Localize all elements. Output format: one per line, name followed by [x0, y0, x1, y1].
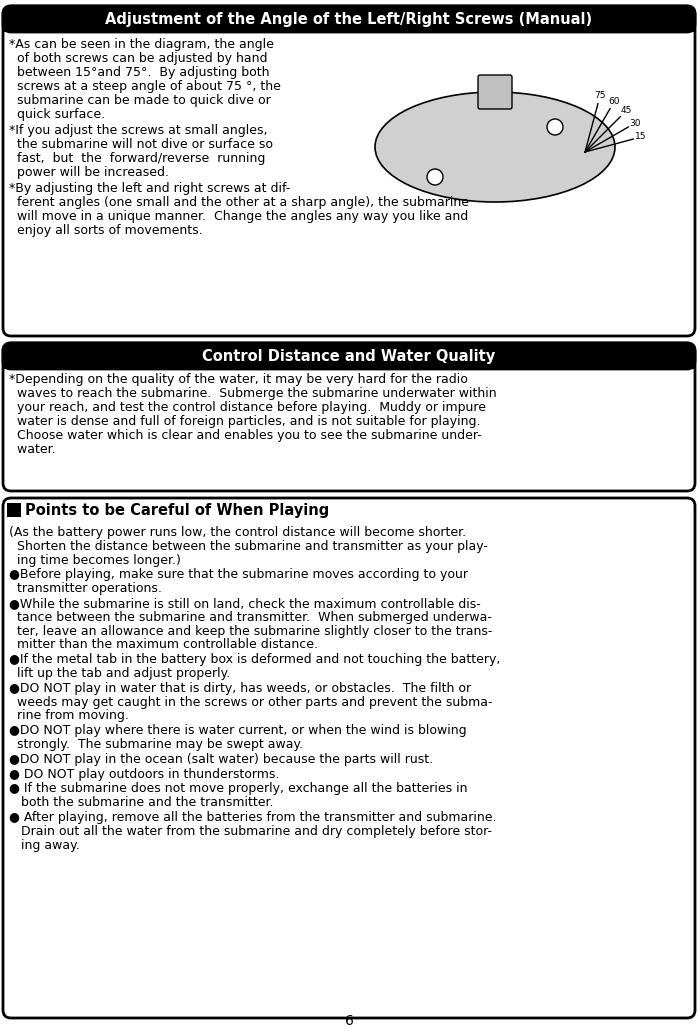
Text: Control Distance and Water Quality: Control Distance and Water Quality — [202, 348, 496, 364]
Text: water.: water. — [9, 443, 56, 456]
Text: ing away.: ing away. — [9, 838, 80, 852]
Bar — [7, 503, 21, 517]
Text: of both screws can be adjusted by hand: of both screws can be adjusted by hand — [9, 52, 267, 65]
Text: 75: 75 — [594, 91, 606, 100]
Text: Shorten the distance between the submarine and transmitter as your play-: Shorten the distance between the submari… — [9, 540, 488, 553]
Text: ●While the submarine is still on land, check the maximum controllable dis-: ●While the submarine is still on land, c… — [9, 597, 481, 610]
Text: between 15°and 75°.  By adjusting both: between 15°and 75°. By adjusting both — [9, 66, 269, 79]
Bar — [3, 356, 695, 369]
Text: 6: 6 — [345, 1014, 353, 1028]
Text: submarine can be made to quick dive or: submarine can be made to quick dive or — [9, 94, 271, 107]
Text: ●DO NOT play where there is water current, or when the wind is blowing: ●DO NOT play where there is water curren… — [9, 724, 467, 738]
Text: ●DO NOT play in water that is dirty, has weeds, or obstacles.  The filth or: ●DO NOT play in water that is dirty, has… — [9, 682, 471, 695]
Text: *If you adjust the screws at small angles,: *If you adjust the screws at small angle… — [9, 124, 267, 137]
Text: screws at a steep angle of about 75 °, the: screws at a steep angle of about 75 °, t… — [9, 80, 281, 93]
Text: your reach, and test the control distance before playing.  Muddy or impure: your reach, and test the control distanc… — [9, 401, 486, 414]
Text: ●If the metal tab in the battery box is deformed and not touching the battery,: ●If the metal tab in the battery box is … — [9, 654, 500, 666]
Text: transmitter operations.: transmitter operations. — [9, 582, 162, 596]
FancyBboxPatch shape — [3, 6, 695, 336]
Text: both the submarine and the transmitter.: both the submarine and the transmitter. — [9, 797, 274, 809]
Text: waves to reach the submarine.  Submerge the submarine underwater within: waves to reach the submarine. Submerge t… — [9, 387, 496, 400]
Text: 30: 30 — [630, 118, 641, 127]
Text: rine from moving.: rine from moving. — [9, 710, 129, 722]
FancyBboxPatch shape — [3, 498, 695, 1018]
Text: mitter than the maximum controllable distance.: mitter than the maximum controllable dis… — [9, 638, 318, 652]
FancyBboxPatch shape — [3, 6, 695, 32]
Circle shape — [427, 169, 443, 185]
FancyBboxPatch shape — [478, 75, 512, 109]
FancyBboxPatch shape — [3, 343, 695, 369]
Text: Points to be Careful of When Playing: Points to be Careful of When Playing — [25, 502, 329, 518]
Text: *Depending on the quality of the water, it may be very hard for the radio: *Depending on the quality of the water, … — [9, 373, 468, 386]
Text: fast,  but  the  forward/reverse  running: fast, but the forward/reverse running — [9, 152, 265, 165]
FancyBboxPatch shape — [3, 343, 695, 491]
Text: (As the battery power runs low, the control distance will become shorter.: (As the battery power runs low, the cont… — [9, 526, 466, 539]
Text: ●DO NOT play in the ocean (salt water) because the parts will rust.: ●DO NOT play in the ocean (salt water) b… — [9, 753, 433, 766]
Text: water is dense and full of foreign particles, and is not suitable for playing.: water is dense and full of foreign parti… — [9, 415, 480, 428]
Ellipse shape — [375, 92, 615, 202]
Text: 60: 60 — [608, 97, 620, 107]
Text: ferent angles (one small and the other at a sharp angle), the submarine: ferent angles (one small and the other a… — [9, 196, 469, 209]
Text: Adjustment of the Angle of the Left/Right Screws (Manual): Adjustment of the Angle of the Left/Righ… — [105, 11, 593, 27]
Text: *As can be seen in the diagram, the angle: *As can be seen in the diagram, the angl… — [9, 38, 274, 51]
Text: tance between the submarine and transmitter.  When submerged underwa-: tance between the submarine and transmit… — [9, 611, 492, 624]
Text: strongly.  The submarine may be swept away.: strongly. The submarine may be swept awa… — [9, 738, 303, 751]
Text: lift up the tab and adjust properly.: lift up the tab and adjust properly. — [9, 667, 230, 680]
Bar — [3, 19, 695, 32]
Text: ● DO NOT play outdoors in thunderstorms.: ● DO NOT play outdoors in thunderstorms. — [9, 768, 279, 780]
Text: weeds may get caught in the screws or other parts and prevent the subma-: weeds may get caught in the screws or ot… — [9, 695, 493, 709]
Text: quick surface.: quick surface. — [9, 108, 105, 121]
Text: the submarine will not dive or surface so: the submarine will not dive or surface s… — [9, 138, 273, 151]
Text: ing time becomes longer.): ing time becomes longer.) — [9, 553, 181, 567]
Text: 15: 15 — [635, 133, 647, 142]
Text: ● If the submarine does not move properly, exchange all the batteries in: ● If the submarine does not move properl… — [9, 782, 468, 796]
Text: ter, leave an allowance and keep the submarine slightly closer to the trans-: ter, leave an allowance and keep the sub… — [9, 625, 492, 637]
Text: enjoy all sorts of movements.: enjoy all sorts of movements. — [9, 224, 202, 237]
Text: Drain out all the water from the submarine and dry completely before stor-: Drain out all the water from the submari… — [9, 825, 492, 838]
Text: ●Before playing, make sure that the submarine moves according to your: ●Before playing, make sure that the subm… — [9, 569, 468, 581]
Text: Choose water which is clear and enables you to see the submarine under-: Choose water which is clear and enables … — [9, 429, 482, 442]
Text: *By adjusting the left and right screws at dif-: *By adjusting the left and right screws … — [9, 182, 290, 195]
Text: will move in a unique manner.  Change the angles any way you like and: will move in a unique manner. Change the… — [9, 210, 468, 223]
Circle shape — [547, 119, 563, 135]
Text: 45: 45 — [621, 107, 632, 115]
Text: power will be increased.: power will be increased. — [9, 166, 169, 179]
Text: ● After playing, remove all the batteries from the transmitter and submarine.: ● After playing, remove all the batterie… — [9, 811, 496, 824]
